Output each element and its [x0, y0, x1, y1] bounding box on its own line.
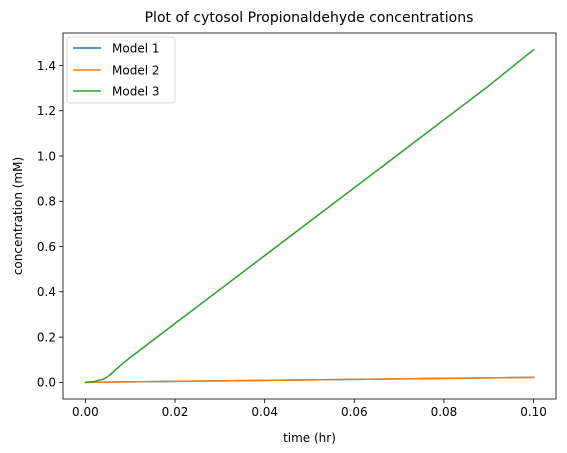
y-tick-label: 1.0: [37, 149, 56, 163]
x-tick-label: 0.02: [162, 405, 189, 419]
y-tick-label: 0.8: [37, 195, 56, 209]
x-tick-label: 0.04: [251, 405, 278, 419]
y-tick-label: 0.4: [37, 285, 56, 299]
x-tick-label: 0.06: [341, 405, 368, 419]
y-tick-label: 0.2: [37, 330, 56, 344]
y-tick-label: 0.0: [37, 376, 56, 390]
y-tick-label: 0.6: [37, 240, 56, 254]
chart-legend: Model 1 Model 2 Model 3: [67, 37, 175, 103]
legend-label-model-1: Model 1: [112, 42, 159, 56]
legend-label-model-3: Model 3: [112, 85, 159, 99]
chart-title: Plot of cytosol Propionaldehyde concentr…: [145, 10, 474, 26]
y-axis-label: concentration (mM): [11, 157, 25, 275]
y-tick-label: 1.4: [37, 59, 56, 73]
x-axis-label: time (hr): [283, 431, 336, 445]
y-tick-label: 1.2: [37, 104, 56, 118]
legend-label-model-2: Model 2: [112, 64, 159, 78]
x-tick-label: 0.08: [431, 405, 458, 419]
x-tick-label: 0.00: [72, 405, 99, 419]
x-tick-label: 0.10: [520, 405, 547, 419]
